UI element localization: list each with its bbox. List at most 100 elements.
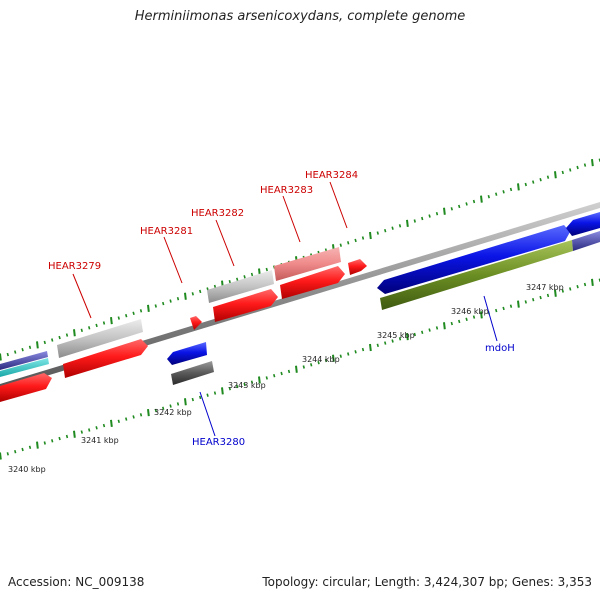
- feature-left-navy: [0, 351, 48, 370]
- tick-mark: [347, 352, 350, 356]
- tick-mark: [428, 214, 431, 218]
- gene-hear3280-arrow[interactable]: [167, 342, 207, 365]
- tick-mark: [554, 289, 557, 297]
- tick-mark: [191, 397, 194, 402]
- tick-mark: [147, 408, 150, 417]
- tick-mark: [139, 309, 143, 313]
- tick-mark: [502, 190, 505, 194]
- tick-mark: [295, 365, 298, 373]
- tick-mark: [413, 219, 416, 223]
- tick-mark: [199, 395, 202, 400]
- gene-label-hear3280[interactable]: HEAR3280: [192, 437, 245, 448]
- gene-label-hear3282[interactable]: HEAR3282: [191, 208, 244, 219]
- tick-mark: [324, 358, 328, 363]
- tick-mark: [443, 207, 446, 215]
- tick-mark: [250, 380, 254, 384]
- gene-leaders-bottom: [199, 295, 498, 437]
- tick-mark: [169, 299, 172, 303]
- feature-left-red: [0, 373, 52, 402]
- gene-hear3284-arrow[interactable]: [348, 259, 367, 275]
- tick-mark: [398, 224, 402, 228]
- gene-hear3279-arrow[interactable]: [63, 339, 148, 378]
- tick-mark: [317, 360, 320, 365]
- tick-mark: [73, 329, 76, 337]
- tick-mark: [154, 408, 157, 413]
- tick-mark: [110, 316, 113, 325]
- tick-mark: [243, 382, 246, 387]
- genome-backbone: [0, 202, 600, 390]
- tick-row-lower: [0, 278, 600, 460]
- tick-mark: [428, 328, 431, 332]
- scale-label-3240: 3240 kbp: [8, 465, 46, 474]
- tick-mark: [95, 426, 98, 430]
- tick-mark: [132, 415, 135, 419]
- accession-text: Accession: NC_009138: [8, 575, 145, 589]
- tick-mark: [524, 300, 527, 304]
- tick-mark: [287, 369, 291, 374]
- tick-mark: [554, 171, 557, 179]
- tick-mark: [458, 204, 461, 209]
- scale-label-3241: 3241 kbp: [81, 436, 119, 445]
- tick-mark: [80, 430, 83, 434]
- tick-mark: [302, 365, 305, 369]
- tick-mark: [125, 313, 128, 318]
- tick-mark: [517, 300, 520, 308]
- tick-mark: [472, 315, 476, 319]
- tick-mark: [376, 343, 379, 348]
- page-title: Herminiimonas arsenicoxydans, complete g…: [134, 9, 466, 24]
- tick-mark: [243, 275, 246, 279]
- tick-mark: [125, 417, 128, 421]
- tick-mark: [347, 241, 350, 245]
- tick-mark: [176, 402, 180, 406]
- tick-mark: [191, 292, 194, 296]
- scale-label-3244: 3244 kbp: [302, 355, 340, 364]
- tick-mark: [236, 384, 239, 389]
- tick-mark: [576, 284, 579, 289]
- tick-mark: [539, 295, 542, 300]
- tick-mark: [421, 216, 424, 221]
- gene-label-hear3279[interactable]: HEAR3279: [48, 261, 101, 272]
- tick-mark: [532, 180, 535, 184]
- tick-mark: [591, 278, 594, 287]
- gene-blue-right-arrow[interactable]: [566, 212, 600, 236]
- tick-mark: [88, 428, 91, 432]
- tick-mark: [583, 163, 587, 167]
- tick-mark: [14, 449, 17, 454]
- tick-mark: [162, 301, 165, 306]
- gene-blue-long-arrow[interactable]: [377, 225, 570, 294]
- tick-mark: [132, 311, 135, 316]
- tick-mark: [509, 187, 513, 192]
- tick-mark: [332, 354, 335, 362]
- tick-mark: [154, 304, 157, 308]
- tick-mark: [258, 376, 261, 384]
- tick-mark: [228, 279, 231, 284]
- tick-mark: [398, 337, 402, 341]
- tick-mark: [524, 182, 527, 187]
- tick-mark: [147, 304, 150, 313]
- scale-label-3245: 3245 kbp: [377, 331, 415, 340]
- gene-label-hear3283[interactable]: HEAR3283: [260, 185, 313, 196]
- gene-hear3282-arrow[interactable]: [213, 289, 278, 322]
- gene-hear3281-arrow[interactable]: [190, 316, 202, 330]
- tick-mark: [539, 177, 542, 182]
- tick-mark: [184, 292, 187, 300]
- tick-mark: [576, 165, 579, 170]
- gene-hear3283-arrow[interactable]: [280, 266, 345, 299]
- tick-mark: [569, 168, 572, 172]
- gene-label-hear3281[interactable]: HEAR3281: [140, 226, 193, 237]
- gene-label-mdoh[interactable]: mdoH: [485, 343, 515, 354]
- tick-mark: [517, 183, 520, 191]
- feature-right-navy: [572, 231, 600, 251]
- tick-mark: [561, 170, 564, 175]
- tick-mark: [376, 231, 379, 235]
- gene-label-hear3284[interactable]: HEAR3284: [305, 170, 358, 181]
- gene-mdoh-bar[interactable]: [380, 240, 573, 310]
- tick-mark: [58, 436, 61, 441]
- tick-mark: [502, 306, 505, 311]
- tick-mark: [450, 207, 453, 211]
- tick-mark: [472, 199, 476, 204]
- tick-mark: [480, 311, 483, 319]
- tick-mark: [213, 391, 217, 395]
- tick-mark: [6, 352, 9, 357]
- tick-mark: [421, 330, 424, 335]
